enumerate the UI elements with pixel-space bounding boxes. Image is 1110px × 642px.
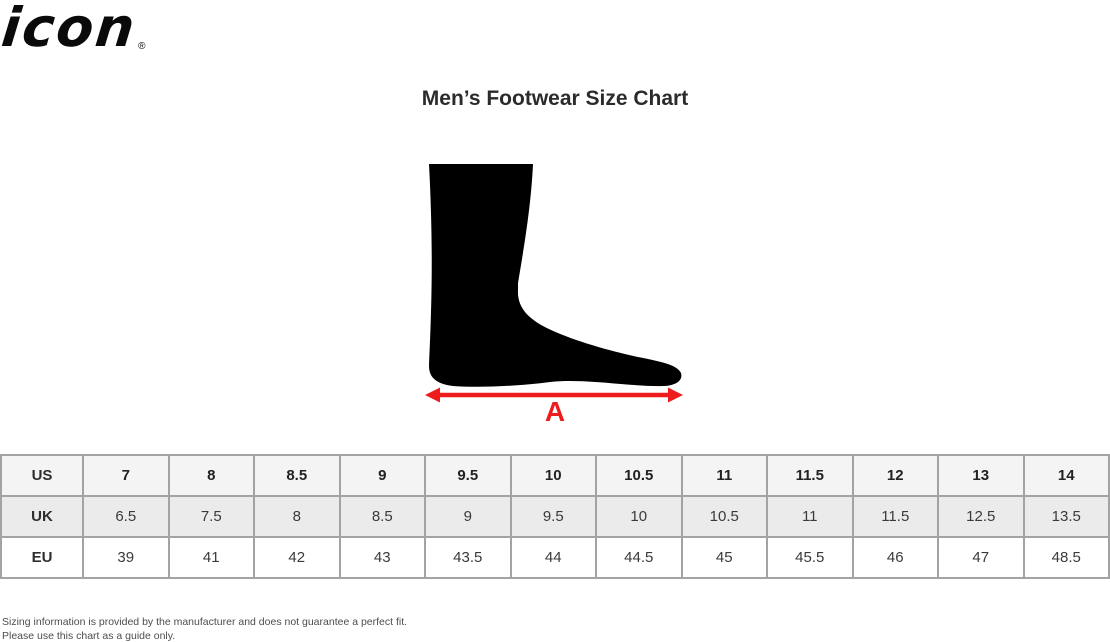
size-cell: 45 bbox=[680, 536, 768, 579]
size-cell: 8.5 bbox=[338, 495, 426, 538]
size-cell: 39 bbox=[82, 536, 170, 579]
size-cell: 11 bbox=[680, 454, 768, 497]
size-cell: 7 bbox=[82, 454, 170, 497]
size-table-body: US 7 8 8.5 9 9.5 10 10.5 11 11.5 12 13 14 UK 6.5 7.5 8 8.… bbox=[0, 454, 1110, 579]
size-cell: 8 bbox=[253, 495, 341, 538]
size-cell: 44 bbox=[509, 536, 597, 579]
size-cell: 41 bbox=[167, 536, 255, 579]
brand-logo: icon ® bbox=[0, 0, 146, 60]
size-conversion-table: US 7 8 8.5 9 9.5 10 10.5 11 11.5 12 13 14 UK 6.5 7.5 8 8.… bbox=[0, 454, 1110, 579]
size-cell: 47 bbox=[937, 536, 1025, 579]
size-cell: 43.5 bbox=[424, 536, 512, 579]
size-cell: 48.5 bbox=[1022, 536, 1110, 579]
size-cell: 9 bbox=[424, 495, 512, 538]
size-cell: 12 bbox=[851, 454, 939, 497]
size-cell: 7.5 bbox=[167, 495, 255, 538]
size-cell: 13.5 bbox=[1022, 495, 1110, 538]
measurement-arrow-a bbox=[425, 387, 683, 403]
brand-logo-text: icon bbox=[0, 0, 140, 59]
size-cell: 14 bbox=[1022, 454, 1110, 497]
size-cell: 45.5 bbox=[766, 536, 854, 579]
size-cell: 10 bbox=[509, 454, 597, 497]
disclaimer-line-2: Please use this chart as a guide only. bbox=[2, 630, 176, 642]
size-cell: 42 bbox=[253, 536, 341, 579]
size-cell: 12.5 bbox=[937, 495, 1025, 538]
row-label-cell: EU bbox=[0, 536, 84, 579]
size-cell: 11 bbox=[766, 495, 854, 538]
row-label-cell: UK bbox=[0, 495, 84, 538]
page-title: Men’s Footwear Size Chart bbox=[421, 87, 689, 110]
size-cell: 44.5 bbox=[595, 536, 683, 579]
size-cell: 10.5 bbox=[595, 454, 683, 497]
size-cell: 46 bbox=[851, 536, 939, 579]
table-row: EU 39 41 42 43 43.5 44 44.5 45 45.5 46 47 48.5 bbox=[0, 536, 1110, 579]
foot-silhouette-icon bbox=[429, 164, 682, 387]
size-cell: 13 bbox=[937, 454, 1025, 497]
size-cell: 8.5 bbox=[253, 454, 341, 497]
disclaimer-footer: Sizing information is provided by the ma… bbox=[2, 615, 407, 642]
foot-measurement-diagram: A bbox=[425, 158, 685, 433]
size-cell: 9 bbox=[338, 454, 426, 497]
size-cell: 6.5 bbox=[82, 495, 170, 538]
size-cell: 11.5 bbox=[851, 495, 939, 538]
row-label-cell: US bbox=[0, 454, 84, 497]
size-cell: 8 bbox=[167, 454, 255, 497]
registered-trademark-icon: ® bbox=[138, 41, 146, 52]
size-cell: 43 bbox=[338, 536, 426, 579]
size-cell: 10 bbox=[595, 495, 683, 538]
table-row: UK 6.5 7.5 8 8.5 9 9.5 10 10.5 11 11.5 12.5 13.5 bbox=[0, 495, 1110, 538]
size-cell: 9.5 bbox=[424, 454, 512, 497]
disclaimer-line-1: Sizing information is provided by the ma… bbox=[2, 616, 408, 628]
table-row: US 7 8 8.5 9 9.5 10 10.5 11 11.5 12 13 14 bbox=[0, 454, 1110, 497]
size-cell: 11.5 bbox=[766, 454, 854, 497]
size-cell: 10.5 bbox=[680, 495, 768, 538]
size-cell: 9.5 bbox=[509, 495, 597, 538]
measurement-label-a: A bbox=[544, 396, 566, 427]
